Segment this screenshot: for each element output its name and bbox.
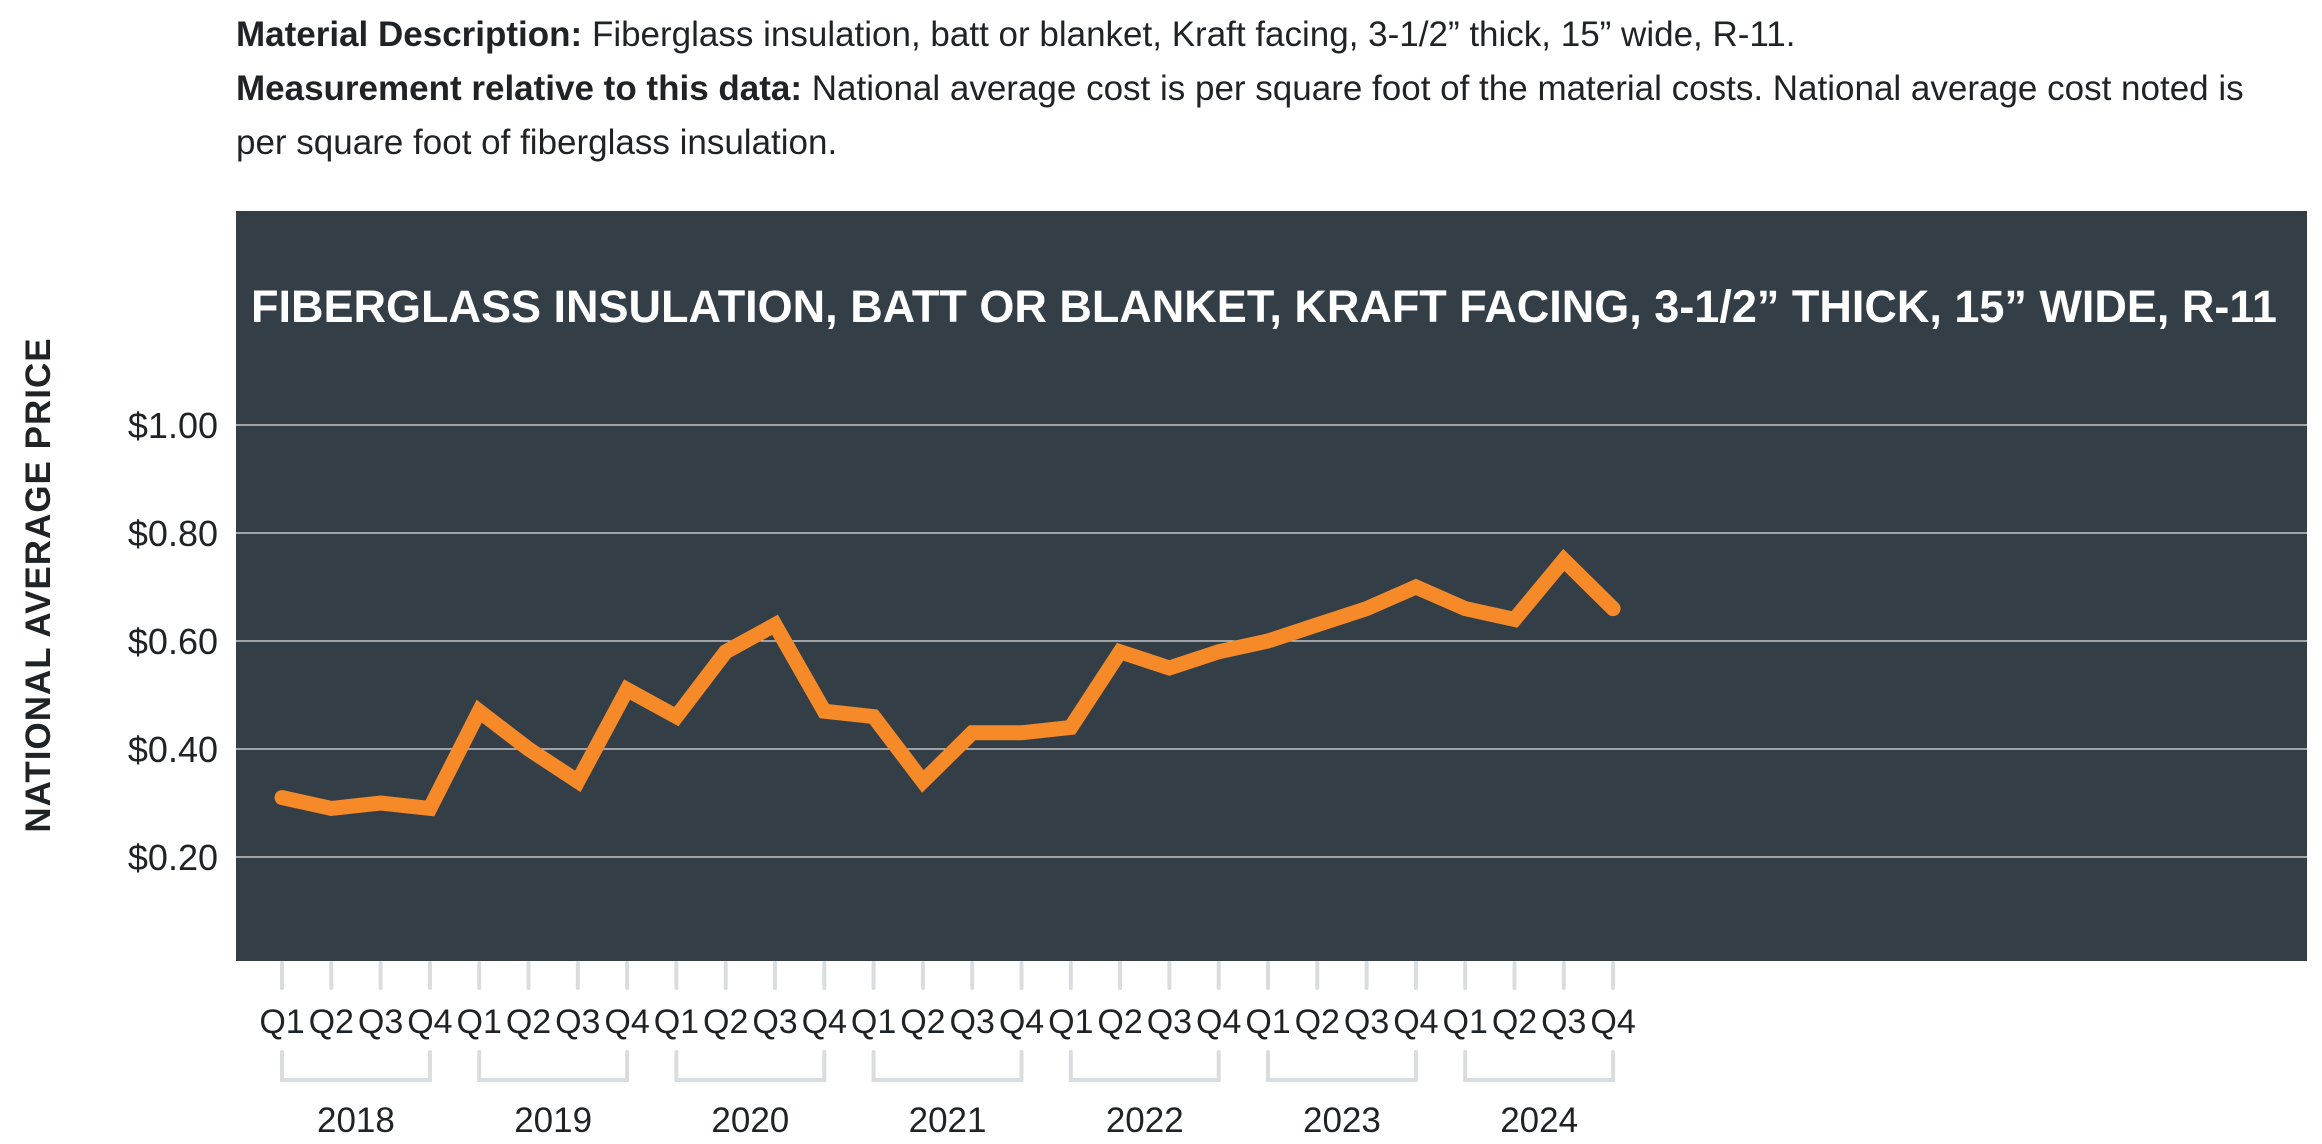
year-label: 2023 [1303, 1101, 1381, 1140]
year-label: 2020 [711, 1101, 789, 1140]
material-description-row: Material Description: Fiberglass insulat… [236, 8, 2286, 62]
y-tick-labels: $1.00 $0.80 $0.60 $0.40 $0.20 [128, 405, 218, 878]
material-description-text: Fiberglass insulation, batt or blanket, … [591, 15, 1796, 54]
x-tick-label: Q2 [703, 1003, 748, 1041]
x-tick-label: Q3 [950, 1003, 995, 1041]
y-tick-label: $0.80 [128, 513, 218, 554]
year-label: 2024 [1500, 1101, 1578, 1140]
year-bracket [1463, 1050, 1616, 1082]
x-tick-label: Q1 [1245, 1003, 1290, 1041]
x-tick-label: Q4 [999, 1003, 1044, 1041]
year-bracket [1266, 1050, 1418, 1082]
y-tick-label: $0.40 [128, 729, 218, 770]
x-tick-label: Q3 [555, 1003, 600, 1041]
x-tick-label: Q2 [309, 1003, 354, 1041]
y-tick-label: $0.20 [128, 837, 218, 878]
plot-area [236, 211, 2307, 961]
measurement-label: Measurement relative to this data: [236, 69, 802, 108]
x-tick-label: Q3 [358, 1003, 403, 1041]
series-line [274, 548, 1621, 817]
x-tick-label: Q3 [1541, 1003, 1586, 1041]
x-tick-label: Q1 [654, 1003, 699, 1041]
x-tick-label: Q1 [457, 1003, 502, 1041]
year-bracket [477, 1050, 630, 1082]
year-bracket [674, 1050, 827, 1082]
x-tick-label: Q4 [802, 1003, 847, 1041]
year-bracket [280, 1050, 432, 1082]
y-tick-label: $1.00 [128, 405, 218, 446]
year-label: 2018 [317, 1101, 395, 1140]
x-tick-label: Q1 [259, 1003, 304, 1041]
measurement-text: National average cost is per square foot… [236, 69, 2244, 162]
year-label: 2022 [1106, 1101, 1184, 1140]
year-label: 2021 [909, 1101, 987, 1140]
material-description-label: Material Description: [236, 15, 583, 54]
x-tick-label: Q2 [1295, 1003, 1340, 1041]
year-label: 2019 [514, 1101, 592, 1140]
x-tick-label: Q3 [752, 1003, 797, 1041]
x-tick-label: Q4 [407, 1003, 452, 1041]
year-brackets [280, 961, 1616, 1082]
x-tick-label: Q2 [1097, 1003, 1142, 1041]
x-tick-label: Q1 [1048, 1003, 1093, 1041]
x-tick-label: Q2 [900, 1003, 945, 1041]
x-tick-labels: Q1 Q2 Q3 Q4 Q1 Q2 Q3 Q4 Q1 Q2 Q3 Q4 Q1 Q2 Q3 Q4 Q1 Q2 Q3 Q4… [259, 1003, 1635, 1041]
chart-title: FIBERGLASS INSULATION, BATT OR BLANKET, … [251, 281, 2277, 332]
x-tick-label: Q4 [1393, 1003, 1438, 1041]
year-bracket [871, 1050, 1024, 1082]
year-labels: 2018 2019 2020 2021 2022 2023 2024 [317, 1101, 1578, 1140]
x-tick-label: Q4 [1196, 1003, 1241, 1041]
x-tick-label: Q3 [1344, 1003, 1389, 1041]
x-tick-label: Q4 [1590, 1003, 1635, 1041]
measurement-row: Measurement relative to this data: Natio… [236, 62, 2286, 170]
x-tick-label: Q2 [1492, 1003, 1537, 1041]
year-bracket [1068, 1050, 1221, 1082]
material-description: Material Description: Fiberglass insulat… [236, 8, 2286, 170]
x-tick-label: Q4 [604, 1003, 649, 1041]
y-axis-label: NATIONAL AVERAGE PRICE [19, 337, 58, 832]
x-tick-label: Q2 [506, 1003, 551, 1041]
x-tick-label: Q1 [1443, 1003, 1488, 1041]
y-tick-label: $0.60 [128, 621, 218, 662]
x-tick-label: Q1 [851, 1003, 896, 1041]
x-tick-label: Q3 [1147, 1003, 1192, 1041]
